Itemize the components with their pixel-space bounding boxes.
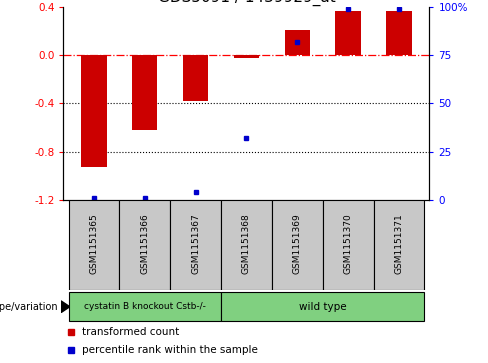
Text: GSM1151371: GSM1151371 <box>394 213 404 274</box>
Bar <box>335 11 361 55</box>
Bar <box>221 292 425 322</box>
Text: transformed count: transformed count <box>82 327 179 337</box>
Text: GSM1151365: GSM1151365 <box>89 213 99 274</box>
Text: GSM1151367: GSM1151367 <box>191 213 200 274</box>
Bar <box>373 200 425 290</box>
Bar <box>68 292 221 322</box>
Text: cystatin B knockout Cstb-/-: cystatin B knockout Cstb-/- <box>84 302 206 311</box>
Bar <box>183 55 208 101</box>
Bar <box>68 200 120 290</box>
Text: genotype/variation: genotype/variation <box>0 302 59 312</box>
Bar <box>170 200 221 290</box>
Bar <box>323 200 373 290</box>
Bar <box>285 30 310 55</box>
Bar <box>386 11 412 55</box>
Text: GSM1151366: GSM1151366 <box>140 213 149 274</box>
Bar <box>81 55 107 167</box>
Bar <box>272 200 323 290</box>
Bar <box>234 55 259 58</box>
Text: GSM1151370: GSM1151370 <box>344 213 353 274</box>
Bar <box>120 200 170 290</box>
Title: GDS5091 / 1439929_at: GDS5091 / 1439929_at <box>158 0 335 6</box>
Text: GSM1151369: GSM1151369 <box>293 213 302 274</box>
Text: percentile rank within the sample: percentile rank within the sample <box>82 345 258 355</box>
Text: GSM1151368: GSM1151368 <box>242 213 251 274</box>
Polygon shape <box>61 301 70 313</box>
Bar <box>132 55 158 130</box>
Text: wild type: wild type <box>299 302 346 312</box>
Bar <box>221 200 272 290</box>
